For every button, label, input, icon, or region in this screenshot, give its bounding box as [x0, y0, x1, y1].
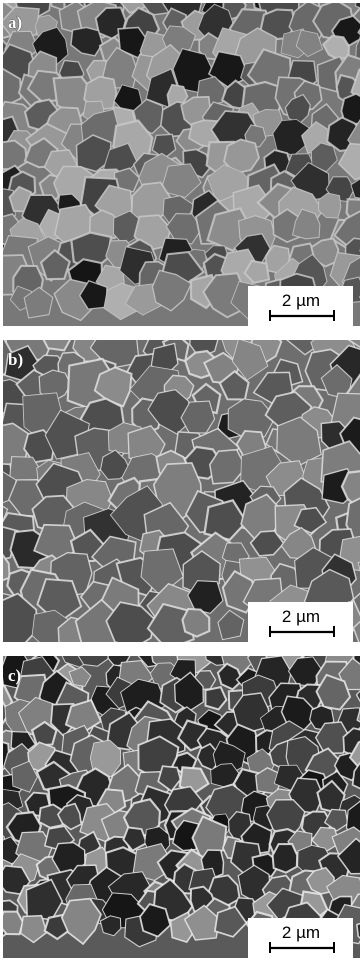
grain: [351, 761, 360, 790]
grain: [204, 685, 228, 711]
grain: [216, 662, 244, 691]
grain: [350, 68, 360, 102]
grain: [3, 910, 25, 936]
grain: [78, 280, 108, 310]
grain: [337, 142, 360, 181]
grain: [336, 837, 360, 875]
grain: [357, 561, 360, 572]
grain: [350, 178, 360, 199]
grain: [139, 903, 172, 938]
scale-bar-box: [248, 286, 353, 326]
grain: [310, 142, 338, 173]
grain: [231, 340, 269, 381]
grain: [357, 28, 360, 36]
grain: [213, 905, 248, 938]
grain: [151, 133, 177, 160]
panel-label: b): [8, 350, 23, 369]
grain: [39, 248, 71, 281]
grain: [318, 192, 342, 219]
scale-bar-label: 2 µm: [282, 607, 320, 626]
grain: [102, 46, 138, 89]
grain: [99, 449, 132, 480]
grain: [187, 580, 224, 614]
grain: [93, 366, 133, 408]
panel-label: c): [8, 666, 21, 685]
micrograph: [0, 642, 360, 958]
grain: [356, 708, 360, 723]
grain: [60, 897, 102, 946]
grain: [354, 3, 360, 9]
grain: [120, 3, 146, 14]
grain: [347, 340, 360, 349]
grain: [106, 0, 143, 1]
grain: [23, 286, 54, 319]
grain: [0, 291, 1, 315]
scale-bar-label: 2 µm: [282, 923, 320, 942]
grain: [345, 497, 360, 546]
grain: [293, 506, 328, 534]
grain: [348, 740, 360, 771]
grain: [218, 370, 250, 401]
grain: [0, 786, 1, 816]
scale-bar-box: [248, 602, 353, 642]
grain: [3, 553, 11, 582]
grain: [19, 914, 48, 944]
grain: [181, 607, 211, 638]
panel-label: a): [8, 13, 22, 32]
grain: [355, 690, 360, 703]
grain: [70, 26, 104, 57]
grain: [157, 0, 195, 1]
grain: [42, 340, 72, 352]
grain: [356, 922, 360, 940]
grain: [165, 213, 203, 245]
grain: [313, 0, 345, 1]
grain: [291, 208, 321, 240]
scale-bar-label: 2 µm: [282, 291, 320, 310]
grain: [3, 449, 5, 455]
scale-bar-box: [248, 918, 353, 958]
micrograph: [3, 340, 360, 642]
grain: [105, 601, 156, 642]
grain: [352, 620, 360, 642]
grain: [243, 259, 271, 284]
grain: [223, 138, 260, 175]
grain: [151, 269, 193, 312]
micrograph: [0, 0, 360, 326]
grain: [124, 283, 163, 316]
grain: [217, 609, 245, 641]
grain: [295, 29, 324, 58]
grain: [3, 67, 22, 108]
grain: [68, 666, 92, 687]
grain: [99, 915, 122, 937]
grain: [11, 760, 38, 793]
grain: [77, 656, 110, 667]
grain: [314, 721, 350, 755]
grain: [0, 642, 2, 675]
grain: [271, 842, 299, 874]
grain: [122, 826, 148, 852]
grain: [56, 802, 83, 831]
